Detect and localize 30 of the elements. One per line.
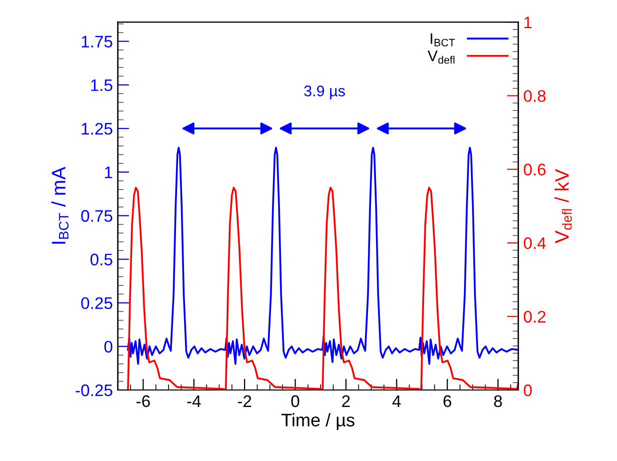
legend-label: I$_{BCT}$ <box>430 33 455 46</box>
y-tick-label: 0.75 <box>81 210 112 222</box>
y2-tick-label: 0.2 <box>524 310 546 323</box>
y-tick-label: 0 <box>104 340 112 353</box>
annotation: 3.9 µs <box>304 86 345 100</box>
x-tick-label: -6 <box>136 395 150 408</box>
y-tick-label: 1.5 <box>91 79 112 92</box>
line-series <box>127 186 518 390</box>
y-tick-label: 1.75 <box>82 36 112 48</box>
x-tick-label: -2 <box>238 395 252 407</box>
y2-tick-label: 0.6 <box>524 164 546 176</box>
y-tick-label: -0.25 <box>76 384 112 396</box>
y-axis-title: I$_{BCT}$ / mA <box>51 166 69 244</box>
x-tick-label: 0 <box>291 395 300 408</box>
x-axis-title: Time / µs <box>282 413 354 430</box>
x-tick-label: 8 <box>494 395 502 408</box>
y2-axis-title: V$_{defl}$ / kV <box>554 168 572 244</box>
y-tick-label: 1.25 <box>82 122 112 135</box>
x-tick-label: 4 <box>392 395 401 407</box>
y2-tick-label: 0.4 <box>524 237 546 250</box>
x-tick-label: 2 <box>342 395 350 407</box>
y-tick-label: 0.25 <box>81 297 112 310</box>
y2-tick-label: 1 <box>524 16 532 28</box>
x-tick-label: 6 <box>444 395 452 408</box>
y2-tick-label: 0.8 <box>524 90 546 102</box>
legend-label: V$_{defl}$ <box>428 50 454 64</box>
y-tick-label: 0.5 <box>90 254 112 266</box>
x-tick-label: -4 <box>187 395 201 407</box>
y2-tick-label: 0 <box>524 384 532 396</box>
y-tick-label: 1 <box>104 166 112 178</box>
